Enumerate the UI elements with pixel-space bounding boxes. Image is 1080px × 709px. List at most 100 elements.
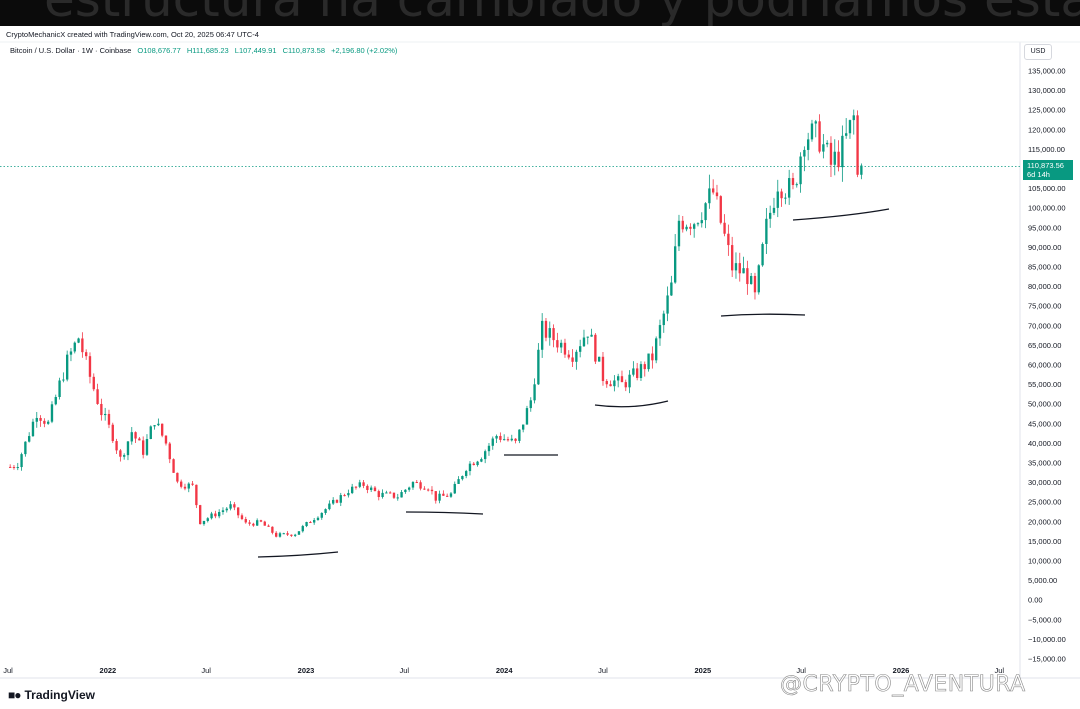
candle-up [742, 256, 745, 274]
candle-body [195, 484, 198, 506]
candle-body [369, 487, 373, 490]
candle-up [518, 429, 521, 444]
candle-body [381, 492, 384, 498]
candle-body [366, 485, 369, 490]
y-tick-label: 90,000.00 [1028, 243, 1061, 252]
y-tick-label: 30,000.00 [1028, 478, 1061, 487]
candle-body [704, 203, 707, 221]
x-tick-label: Jul [994, 666, 1004, 675]
candle-body [647, 353, 650, 370]
candle-body [795, 184, 798, 186]
caption-bar: estructura ha cambiado y podríamos estar [0, 0, 1080, 26]
candle-body [852, 115, 855, 121]
candle-body [77, 338, 80, 343]
candle-body [575, 351, 578, 362]
candle-body [312, 520, 316, 523]
candle-up [480, 457, 483, 463]
candle-body [742, 268, 745, 274]
candle-body [396, 497, 399, 499]
last-price-value: 110,873.56 [1027, 161, 1064, 170]
candle-up [654, 336, 658, 364]
candle-body [62, 379, 65, 381]
candle-down [366, 484, 369, 494]
candle-up [130, 427, 133, 445]
currency-button[interactable]: USD [1024, 44, 1052, 60]
candle-body [168, 443, 171, 460]
candle-body [324, 509, 327, 513]
candle-up [734, 252, 738, 279]
candle-down [689, 223, 692, 236]
ohlc-low: L107,449.91 [234, 46, 277, 55]
candle-body [100, 403, 103, 416]
candle-up [833, 139, 836, 176]
candle-body [187, 483, 190, 489]
candle-down [624, 379, 627, 392]
candle-down [267, 524, 270, 527]
candle-up [704, 202, 707, 229]
candle-down [423, 486, 426, 490]
y-tick-label: 55,000.00 [1028, 380, 1061, 389]
candle-body [43, 420, 46, 424]
candle-up [586, 336, 589, 345]
candle-down [12, 464, 16, 470]
candle-down [100, 398, 103, 421]
candle-body [176, 472, 179, 482]
x-tick-label: 2022 [100, 666, 117, 675]
candle-up [464, 469, 468, 479]
candle-up [768, 205, 772, 228]
candle-up [476, 460, 479, 467]
tradingview-logo[interactable]: ■● TradingView [8, 688, 95, 702]
candle-body [616, 376, 620, 381]
candle-body [46, 421, 50, 424]
candle-up [187, 482, 190, 493]
candle-up [58, 377, 61, 400]
candle-up [685, 224, 688, 232]
candle-body [605, 381, 608, 385]
candle-up [50, 401, 54, 424]
candle-down [715, 184, 719, 200]
candle-body [708, 188, 711, 204]
candle-body [696, 223, 700, 225]
candle-body [711, 188, 715, 193]
candle-up [510, 434, 513, 442]
candle-body [453, 483, 456, 494]
candle-body [860, 165, 863, 175]
candle-up [590, 328, 593, 337]
candle-body [548, 328, 551, 338]
candle-body [419, 482, 422, 489]
candle-body [552, 328, 555, 341]
y-tick-label: 25,000.00 [1028, 498, 1061, 507]
candle-body [730, 245, 734, 271]
candle-body [157, 423, 160, 426]
candle-up [229, 501, 232, 511]
candle-down [183, 483, 187, 491]
candle-body [476, 461, 479, 466]
candle-up [457, 476, 460, 485]
candle-body [301, 526, 304, 532]
candle-body [354, 486, 358, 488]
y-tick-label: 130,000.00 [1028, 86, 1066, 95]
candle-up [666, 286, 669, 322]
candle-body [92, 376, 95, 390]
candle-down [160, 423, 164, 438]
candle-body [571, 357, 574, 362]
candle-body [335, 499, 339, 503]
candle-up [578, 339, 582, 358]
candle-up [529, 397, 532, 412]
candle-body [620, 376, 624, 383]
candle-body [126, 441, 130, 456]
candle-up [677, 214, 681, 251]
y-tick-label: −10,000.00 [1028, 635, 1066, 644]
candle-body [179, 481, 183, 487]
candle-up [350, 483, 354, 495]
last-price-tag: 110,873.56 6d 14h [1023, 160, 1073, 180]
candle-down [274, 531, 278, 538]
watermark: @CRYPTO_AVENTURA [780, 672, 1026, 698]
candle-body [115, 441, 118, 451]
candle-body [206, 518, 209, 521]
candle-body [362, 482, 365, 486]
candle-body [449, 493, 453, 497]
candle-body [392, 492, 396, 498]
candle-body [643, 364, 646, 370]
